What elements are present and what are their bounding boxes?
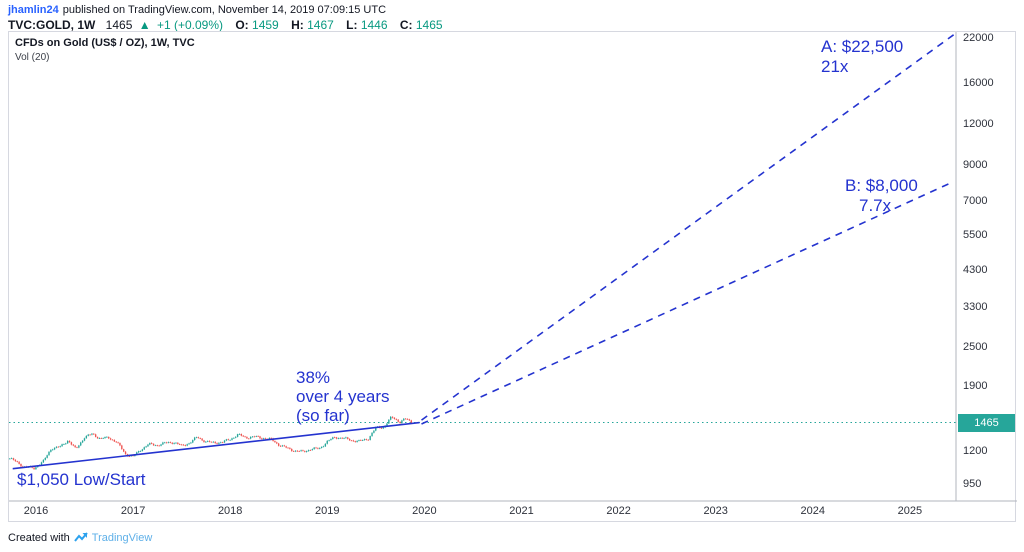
volume-indicator-label: Vol (20)	[15, 52, 50, 63]
time-axis-tick: 2018	[217, 505, 243, 517]
chart-canvas[interactable]	[9, 32, 1017, 523]
price-axis-tick: 12000	[963, 118, 994, 131]
chart-title: CFDs on Gold (US$ / OZ), 1W, TVC	[15, 37, 195, 49]
open-value: 1459	[252, 18, 279, 32]
projection-a-multiple: 21x	[821, 57, 849, 76]
time-axis-tick: 2019	[315, 505, 340, 517]
publish-text: published on TradingView.com, November 1…	[62, 4, 387, 16]
time-axis-tick: 2017	[120, 505, 146, 517]
close-label: C:	[399, 18, 413, 32]
high-label: H:	[291, 18, 304, 32]
time-axis-tick: 2021	[509, 505, 534, 517]
price-axis-tick: 950	[963, 478, 982, 490]
price-axis-tick: 16000	[963, 77, 994, 90]
time-axis-tick: 2023	[703, 505, 728, 517]
low-value: 1446	[360, 18, 388, 32]
time-axis-tick: 2016	[23, 505, 49, 517]
price-axis[interactable]: 22000 16000 12000 9000 7000 5500 4300 3300 2500 1…	[956, 32, 1017, 501]
price-axis-tick: 5500	[963, 228, 988, 241]
chart-widget: CFDs on Gold (US$ / OZ), 1W, TVC Vol (20…	[8, 31, 1017, 523]
current-price-badge: 1465	[958, 413, 1015, 432]
projection-b-target: B: $8,000	[845, 176, 918, 195]
gain-annotation: 38% over 4 years (so far)	[296, 368, 390, 425]
time-axis[interactable]: 2016 2017 2018 2019 2020 2021 2022 2023 2024 2025	[9, 501, 1017, 522]
gain-line-3: (so far)	[296, 406, 350, 425]
time-axis-tick: 2024	[800, 505, 826, 517]
projection-b-annotation: B: $8,000 7.7x	[845, 176, 918, 216]
chart-legend: CFDs on Gold (US$ / OZ), 1W, TVC Vol (20…	[15, 37, 195, 63]
low-start-text: $1,050 Low/Start	[17, 470, 146, 489]
price-change: +1 (+0.09%)	[156, 18, 223, 32]
price-axis-tick: 2500	[963, 340, 988, 353]
username-link[interactable]: jhamlin24	[8, 4, 59, 16]
symbol-bar: TVC:GOLD, 1W 1465 ▲ +1 (+0.09%) O: 1459 …	[8, 18, 446, 32]
tradingview-brand-link[interactable]: TradingView	[91, 532, 153, 544]
projection-b-multiple: 7.7x	[859, 196, 892, 215]
symbol-title: TVC:GOLD, 1W	[8, 18, 96, 32]
time-axis-tick: 2022	[606, 505, 631, 517]
price-axis-tick: 3300	[963, 301, 988, 314]
tradingview-logo-icon	[73, 532, 88, 542]
created-with-text: Created with	[8, 532, 70, 544]
footer: Created with TradingView	[8, 531, 152, 545]
open-label: O:	[235, 18, 249, 32]
publish-line: jhamlin24 published on TradingView.com, N…	[8, 4, 386, 16]
high-value: 1467	[307, 18, 334, 32]
price-axis-tick: 1200	[963, 444, 988, 457]
last-price: 1465	[105, 18, 133, 32]
up-arrow-icon: ▲	[138, 18, 151, 32]
price-axis-tick: 9000	[963, 158, 988, 171]
gain-line-2: over 4 years	[296, 387, 390, 406]
price-axis-tick: 22000	[963, 32, 994, 45]
projection-a-annotation: A: $22,500 21x	[821, 37, 903, 77]
close-value: 1465	[415, 18, 443, 32]
time-axis-tick: 2020	[412, 505, 437, 517]
projection-a-target: A: $22,500	[821, 37, 904, 56]
low-label: L:	[346, 18, 358, 32]
price-axis-tick: 1900	[963, 379, 988, 392]
low-start-annotation: $1,050 Low/Start	[17, 470, 146, 490]
time-axis-tick: 2025	[897, 505, 923, 517]
gain-line-1: 38%	[296, 368, 331, 387]
price-axis-tick: 4300	[963, 263, 988, 276]
price-axis-tick: 7000	[963, 194, 988, 207]
